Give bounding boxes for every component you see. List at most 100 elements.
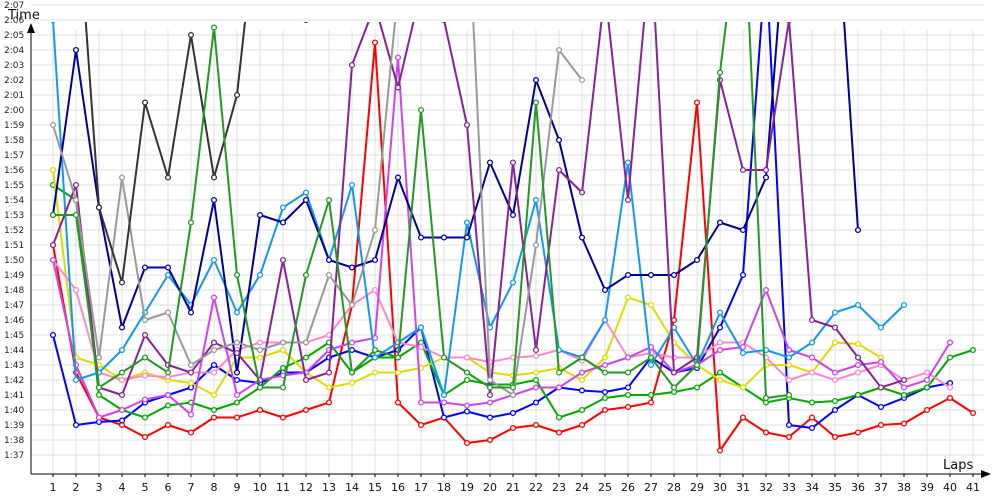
data-point [417, 324, 425, 331]
data-point [854, 340, 862, 348]
data-point [233, 309, 241, 316]
data-point [578, 76, 586, 84]
data-point [762, 429, 770, 436]
y-tick-label: 1:46 [4, 316, 24, 326]
data-point [118, 406, 126, 414]
data-point [739, 414, 747, 421]
data-point [647, 354, 655, 361]
y-tick-label: 2:04 [4, 46, 24, 56]
data-point [279, 364, 287, 372]
y-tick-label: 1:41 [4, 391, 24, 401]
data-point [417, 106, 425, 114]
data-point [946, 339, 954, 346]
series-line [52, 22, 951, 429]
data-point [532, 399, 540, 406]
data-point [210, 391, 218, 399]
data-point [95, 391, 103, 399]
data-point [716, 309, 724, 316]
data-point [923, 406, 931, 414]
data-point [256, 384, 264, 391]
data-point [762, 394, 770, 402]
series-layer [49, 22, 977, 454]
data-point [141, 396, 149, 403]
x-tick-label: 23 [552, 481, 566, 494]
data-point [785, 376, 793, 384]
data-point [946, 354, 954, 361]
x-tick-label: 6 [165, 481, 172, 494]
y-axis-arrow [27, 23, 35, 33]
data-point [164, 174, 172, 181]
data-point [440, 399, 448, 406]
data-point [164, 391, 172, 399]
data-point [969, 409, 977, 417]
data-point [785, 433, 793, 441]
data-point [831, 397, 839, 405]
data-point [532, 369, 540, 376]
data-point [923, 376, 931, 384]
data-point [371, 346, 379, 354]
data-point [946, 394, 954, 402]
data-point [647, 399, 655, 406]
data-point [486, 384, 494, 391]
y-tick-label: 1:42 [4, 376, 24, 386]
data-point [164, 402, 172, 409]
plot-area [49, 22, 977, 454]
x-tick-label: 19 [460, 481, 474, 494]
data-point [210, 369, 218, 376]
x-tick-label: 15 [368, 481, 382, 494]
series-line [52, 56, 951, 419]
data-point [509, 159, 517, 166]
data-point [854, 361, 862, 369]
data-point [486, 399, 494, 406]
data-point [509, 279, 517, 286]
data-point [49, 166, 57, 174]
data-point [647, 301, 655, 309]
data-point [118, 369, 126, 376]
data-point [578, 376, 586, 384]
x-tick-label: 8 [211, 481, 218, 494]
data-point [716, 369, 724, 376]
series-12 [49, 22, 793, 402]
data-point [371, 256, 379, 264]
data-point [555, 369, 563, 376]
data-point [118, 279, 126, 286]
data-point [762, 166, 770, 174]
x-tick-label: 24 [575, 481, 589, 494]
series-line [52, 22, 859, 374]
series-1 [49, 39, 977, 454]
data-point [946, 384, 954, 391]
data-point [854, 354, 862, 361]
data-point [164, 369, 172, 376]
data-point [808, 399, 816, 406]
data-point [95, 414, 103, 421]
data-point [187, 379, 195, 387]
ticks: 1:37 1:38 1:39 1:40 1:41 1:42 1:43 1:44 1:45 1:46… [4, 1, 980, 494]
data-point [808, 339, 816, 346]
data-point [486, 414, 494, 421]
y-tick-label: 1:44 [4, 346, 24, 356]
data-point [785, 391, 793, 399]
data-point [371, 39, 379, 46]
y-tick-label: 1:54 [4, 196, 24, 206]
data-point [279, 219, 287, 226]
data-point [578, 234, 586, 241]
y-tick-label: 2:03 [4, 61, 24, 71]
data-point [509, 384, 517, 391]
data-point [463, 402, 471, 409]
data-point [785, 421, 793, 429]
data-point [441, 22, 447, 24]
data-point [210, 414, 218, 421]
data-point [463, 408, 471, 415]
data-point [279, 384, 287, 391]
data-point [601, 369, 609, 376]
x-tick-label: 5 [142, 481, 149, 494]
data-point [624, 159, 632, 166]
data-point [900, 391, 908, 399]
data-point [831, 309, 839, 316]
data-point [601, 286, 609, 294]
data-point [739, 226, 747, 234]
x-tick-label: 18 [437, 481, 451, 494]
data-point [417, 399, 425, 406]
x-tick-label: 40 [943, 481, 957, 494]
